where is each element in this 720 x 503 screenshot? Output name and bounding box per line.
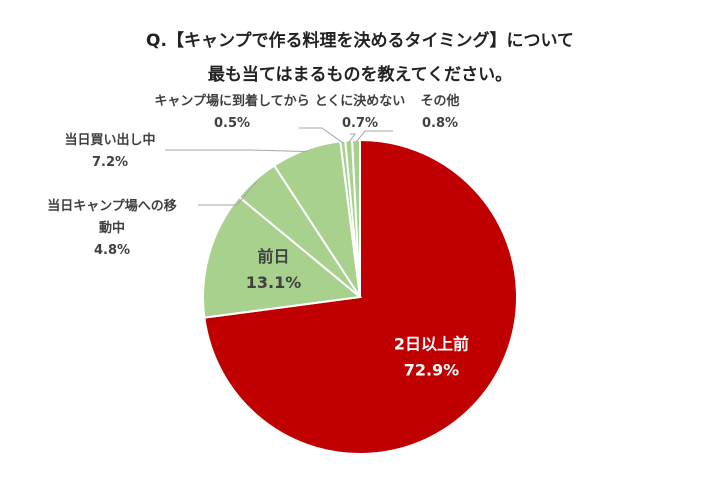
slice-value-label-1: 13.1%	[246, 273, 302, 292]
leader-line-4	[299, 127, 344, 144]
slice-name-label-5: とくに決めない	[315, 93, 406, 109]
slice-value-label-2: 4.8%	[94, 243, 130, 258]
slice-name-label-6: その他	[420, 93, 459, 109]
leader-line-2	[198, 181, 258, 206]
slice-name-label-1: 前日	[257, 247, 289, 266]
pie-slice-1	[202, 195, 363, 319]
slice-value-label-5: 0.7%	[342, 116, 378, 131]
slice-name-label-3: 当日買い出し中	[64, 132, 155, 148]
slice-value-label-4: 0.5%	[214, 116, 250, 131]
pie-slice-6	[351, 138, 361, 298]
leader-line-6	[355, 130, 393, 143]
slice-name-label-0: 2日以上前	[394, 335, 469, 354]
chart-title-line-2: 最も当てはまるものを教えてください。	[207, 65, 513, 85]
slice-name-label-2: 当日キャンプ場への移動中	[47, 198, 177, 236]
slice-name-label-4: キャンプ場に到着してから	[154, 93, 309, 109]
chart-title-line-1: Q.【キャンプで作る料理を決めるタイミング】について	[146, 31, 574, 51]
leader-line-5	[348, 133, 356, 143]
leader-line-3	[165, 149, 307, 152]
slice-value-label-0: 72.9%	[404, 361, 460, 380]
slice-value-label-6: 0.8%	[422, 116, 458, 131]
slice-value-label-3: 7.2%	[92, 155, 128, 170]
